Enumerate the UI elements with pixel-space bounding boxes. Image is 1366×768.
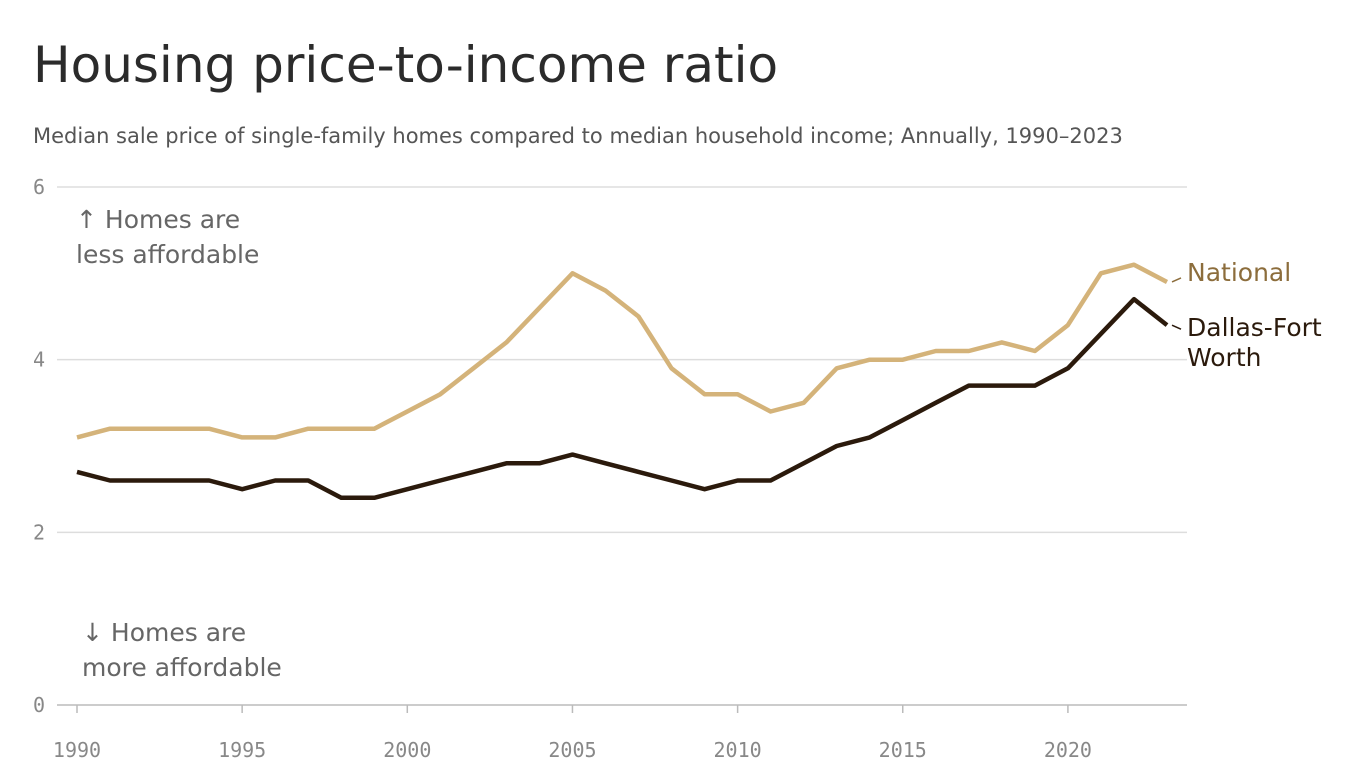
series-line — [76, 296, 1169, 501]
chart-title: Housing price-to-income ratio — [33, 36, 778, 94]
label-connector — [1171, 277, 1182, 283]
annotation: more affordable — [82, 653, 282, 682]
series-line — [76, 262, 1169, 440]
annotation: ↓ Homes are — [82, 618, 246, 647]
x-tick-label: 1995 — [218, 738, 266, 762]
annotation: ↑ Homes are — [76, 205, 240, 234]
x-tick-label: 1990 — [53, 738, 101, 762]
series-label: Dallas-Fort Worth — [1187, 313, 1322, 373]
y-tick-label: 0 — [33, 693, 45, 717]
x-tick-label: 2010 — [714, 738, 762, 762]
x-tick-label: 2020 — [1044, 738, 1092, 762]
y-tick-label: 6 — [33, 175, 45, 199]
series-label: National — [1187, 257, 1292, 287]
x-tick-label: 2005 — [548, 738, 596, 762]
label-connector — [1171, 324, 1182, 330]
annotation: less affordable — [76, 240, 259, 269]
chart-subtitle: Median sale price of single-family homes… — [33, 124, 1123, 148]
x-tick-label: 2000 — [383, 738, 431, 762]
y-tick-label: 2 — [33, 520, 45, 544]
x-tick-label: 2015 — [879, 738, 927, 762]
y-tick-label: 4 — [33, 348, 45, 372]
